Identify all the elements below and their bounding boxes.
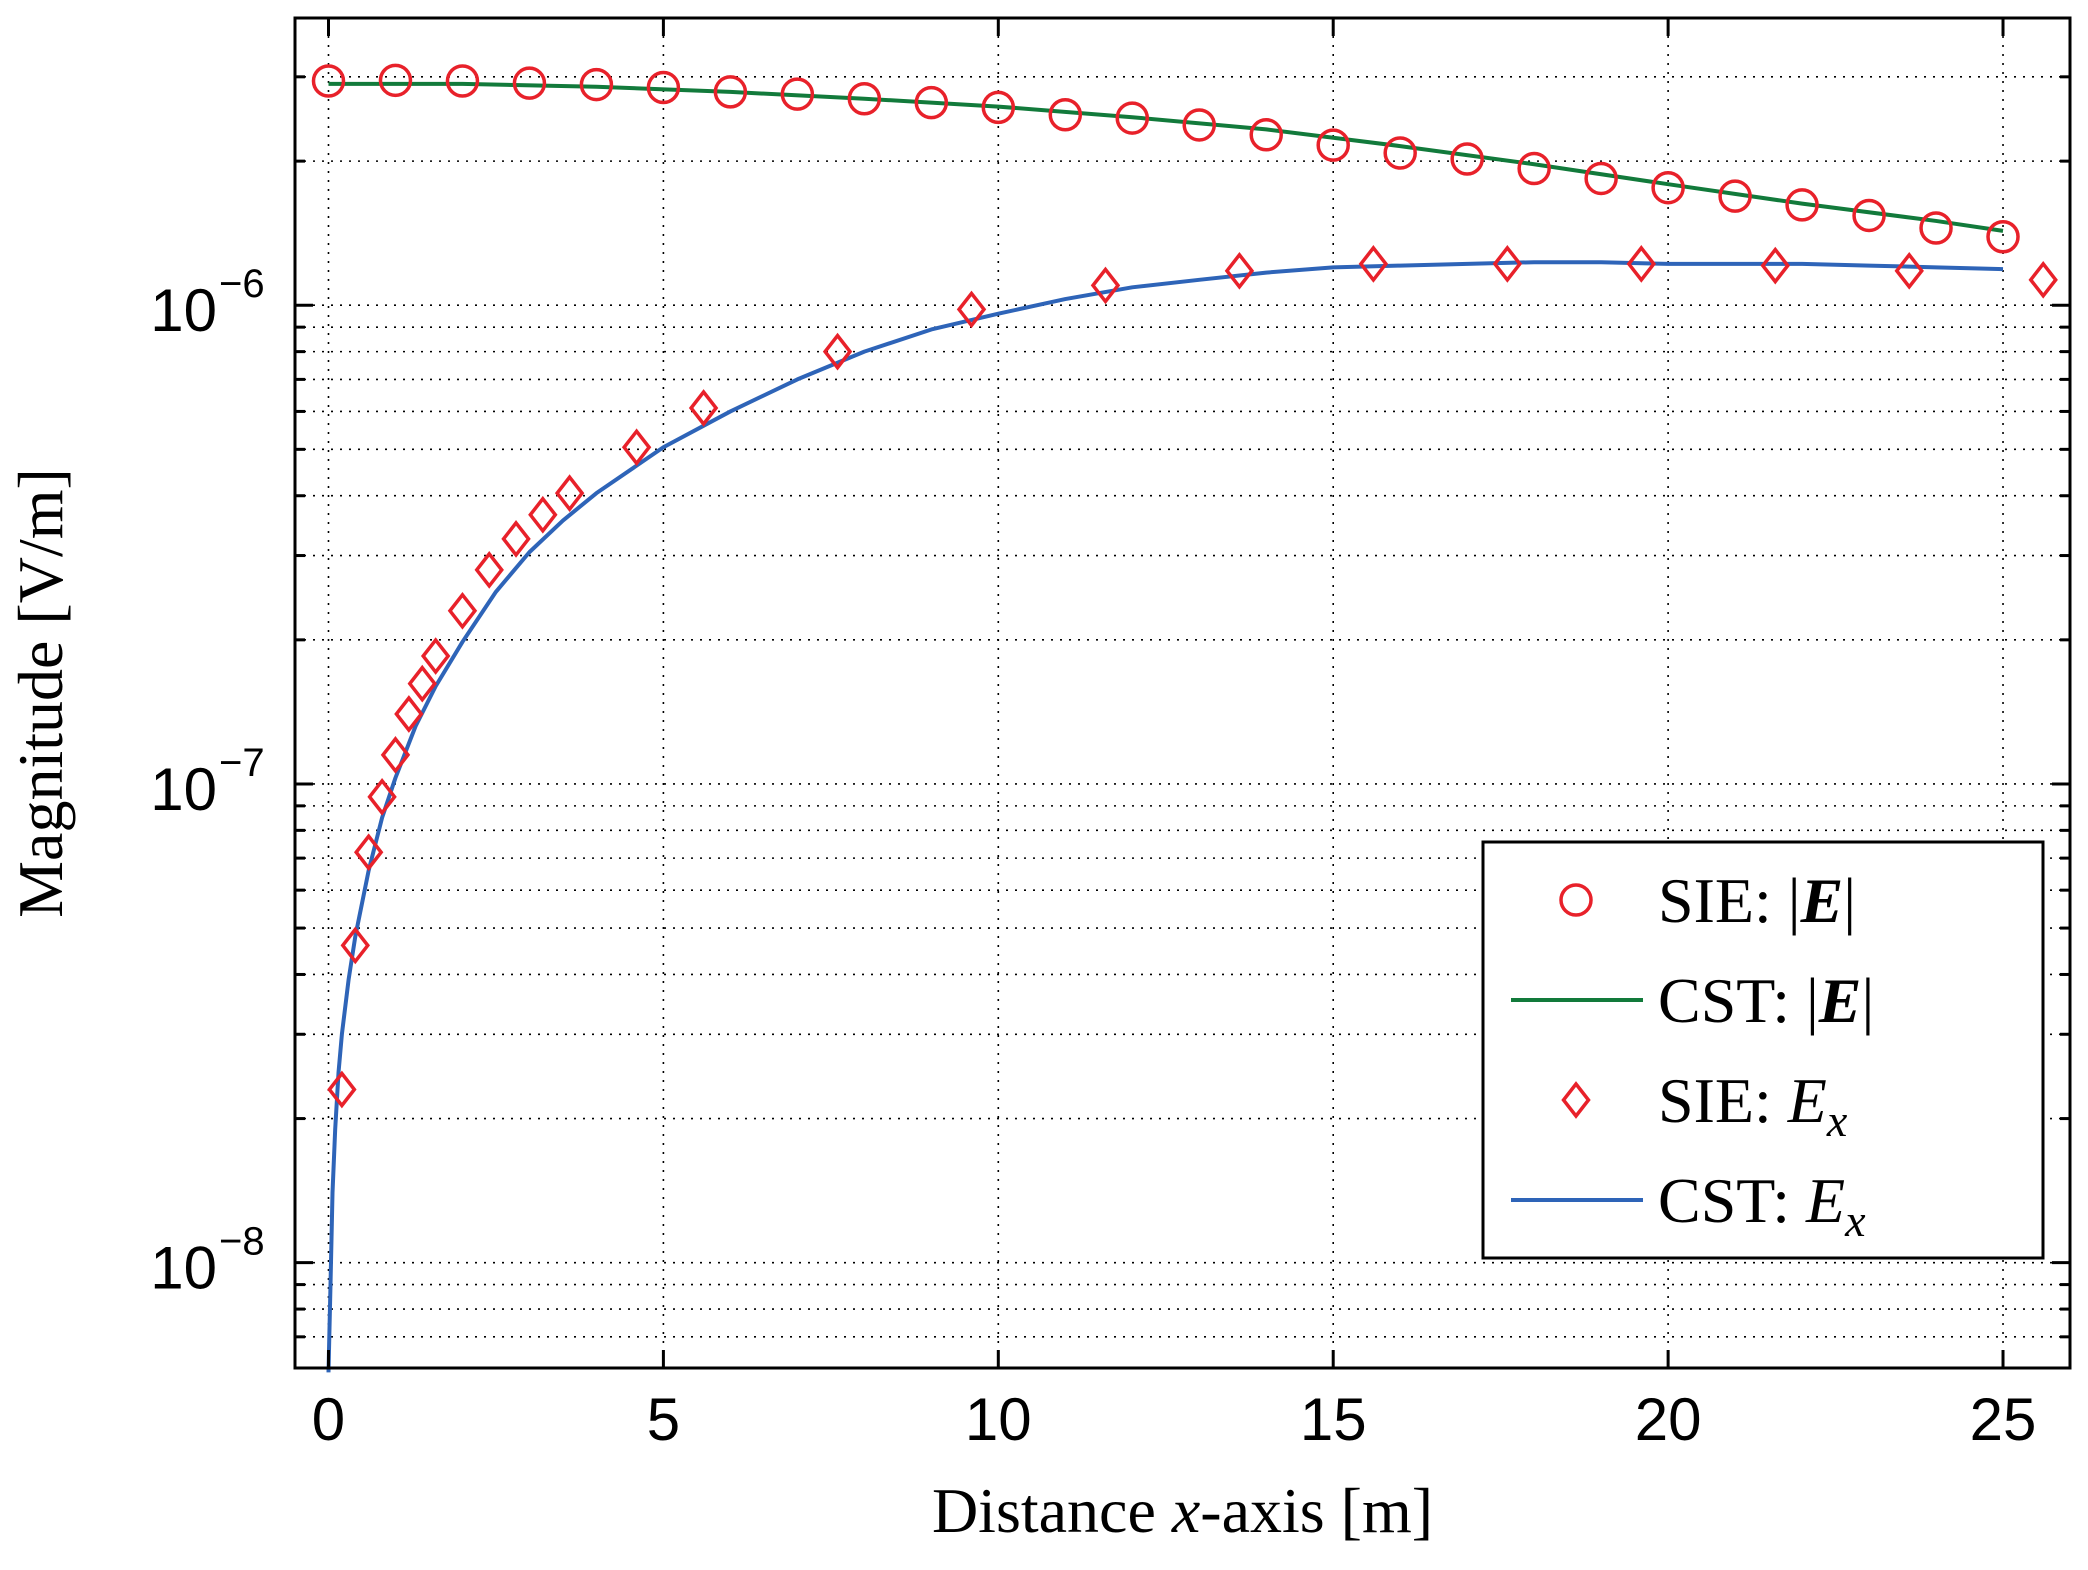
legend-item-cst_ex: CST: Ex bbox=[1511, 1165, 1866, 1246]
legend: SIE: |E| CST: |E| SIE: Ex CST: Ex bbox=[1481, 840, 2045, 1260]
sie-ex-point bbox=[1224, 251, 1255, 290]
sie-magnitude-point bbox=[1651, 170, 1685, 205]
x-tick-label: 10 bbox=[965, 1386, 1032, 1453]
x-axis-title: Distance x-axis [m] bbox=[932, 1475, 1433, 1546]
legend-label: CST: Ex bbox=[1658, 1165, 1866, 1246]
sie-magnitude-point bbox=[1919, 211, 1953, 245]
sie-magnitude-point bbox=[1249, 118, 1283, 152]
series-line-cste bbox=[328, 81, 2004, 233]
sie-ex-point bbox=[1358, 245, 1389, 283]
grid-lines bbox=[295, 18, 2070, 1368]
legend-item-cst_e: CST: |E| bbox=[1511, 965, 1874, 1036]
sie-ex-point bbox=[340, 926, 370, 965]
sie-magnitude-point bbox=[847, 81, 882, 116]
sie-magnitude-point bbox=[713, 75, 748, 109]
sie-magnitude-point bbox=[579, 67, 614, 102]
sie-magnitude-point bbox=[780, 77, 815, 111]
sie-ex-point bbox=[822, 332, 853, 371]
sie-ex-point bbox=[501, 520, 531, 558]
sie-magnitude-point bbox=[981, 90, 1016, 125]
sie-ex-point bbox=[688, 389, 719, 427]
y-tick-label-base: 10 bbox=[150, 1235, 217, 1302]
sie-ex-point bbox=[420, 637, 451, 675]
sie-magnitude-point bbox=[1718, 179, 1752, 213]
sie-ex-point bbox=[367, 777, 397, 816]
sie-ex-point bbox=[2028, 260, 2058, 299]
x-tick-label: 25 bbox=[1970, 1386, 2037, 1453]
sie-magnitude-point bbox=[1182, 108, 1216, 142]
sie-ex-point bbox=[447, 591, 478, 630]
legend-item-sie_ex: SIE: Ex bbox=[1561, 1065, 1848, 1146]
sie-ex-point bbox=[474, 551, 504, 589]
sie-magnitude-point bbox=[311, 64, 346, 98]
sie-ex-point bbox=[1760, 246, 1790, 285]
sie-ex-point bbox=[956, 290, 987, 329]
legend-label: SIE: Ex bbox=[1658, 1065, 1848, 1146]
y-tick-label-exponent: −6 bbox=[219, 262, 265, 306]
y-tick-label-base: 10 bbox=[150, 277, 217, 344]
legend-item-sie_e: SIE: |E| bbox=[1559, 865, 1856, 936]
axes-box bbox=[293, 16, 2072, 1370]
sie-ex-point bbox=[394, 695, 424, 733]
legend-circle-marker bbox=[1559, 883, 1593, 917]
sie-ex-point bbox=[554, 474, 585, 512]
sie-magnitude-point bbox=[1048, 97, 1083, 132]
sie-magnitude-point bbox=[1316, 128, 1350, 162]
x-tick-label: 15 bbox=[1300, 1386, 1367, 1453]
sie-magnitude-point bbox=[1517, 151, 1551, 186]
x-tick-label: 0 bbox=[312, 1386, 345, 1453]
sie-magnitude-point bbox=[1383, 136, 1417, 170]
x-tick-label: 20 bbox=[1635, 1386, 1702, 1453]
sie-ex-point bbox=[407, 664, 437, 703]
sie-magnitude-point bbox=[378, 63, 413, 98]
sie-ex-point bbox=[1626, 245, 1657, 283]
y-tick-label-exponent: −7 bbox=[219, 741, 265, 785]
sie-magnitude-point bbox=[1584, 161, 1618, 196]
legend-box bbox=[1481, 840, 2045, 1260]
sie-magnitude-point bbox=[646, 70, 681, 105]
series-line-cstex bbox=[326, 260, 2004, 1373]
legend-label: SIE: |E| bbox=[1658, 865, 1856, 936]
legend-label: CST: |E| bbox=[1658, 965, 1874, 1036]
y-axis-title: Magnitude [V/m] bbox=[5, 468, 76, 918]
sie-ex-point bbox=[353, 833, 384, 872]
sie-ex-point bbox=[528, 495, 558, 534]
sie-magnitude-point bbox=[445, 64, 480, 98]
sie-ex-point bbox=[621, 428, 652, 467]
sie-ex-point bbox=[327, 1070, 357, 1109]
sie-ex-point bbox=[1090, 266, 1121, 305]
sie-magnitude-point bbox=[1115, 101, 1150, 135]
y-tick-label-exponent: −8 bbox=[219, 1220, 265, 1264]
legend-diamond-marker bbox=[1561, 1081, 1591, 1119]
x-tick-label: 5 bbox=[647, 1386, 680, 1453]
sie-magnitude-point bbox=[1450, 142, 1484, 176]
sie-magnitude-point bbox=[914, 85, 949, 120]
sie-ex-point bbox=[1894, 251, 1924, 290]
y-tick-label-base: 10 bbox=[150, 756, 217, 823]
sie-magnitude-point bbox=[1785, 188, 1819, 222]
sie-magnitude-point bbox=[1852, 198, 1886, 233]
sie-magnitude-point bbox=[512, 66, 547, 100]
sie-magnitude-point bbox=[1986, 220, 2020, 254]
sie-ex-point bbox=[380, 736, 411, 774]
data-series bbox=[311, 63, 2058, 1373]
axis-ticks bbox=[295, 18, 2070, 1368]
sie-ex-point bbox=[1492, 245, 1523, 283]
